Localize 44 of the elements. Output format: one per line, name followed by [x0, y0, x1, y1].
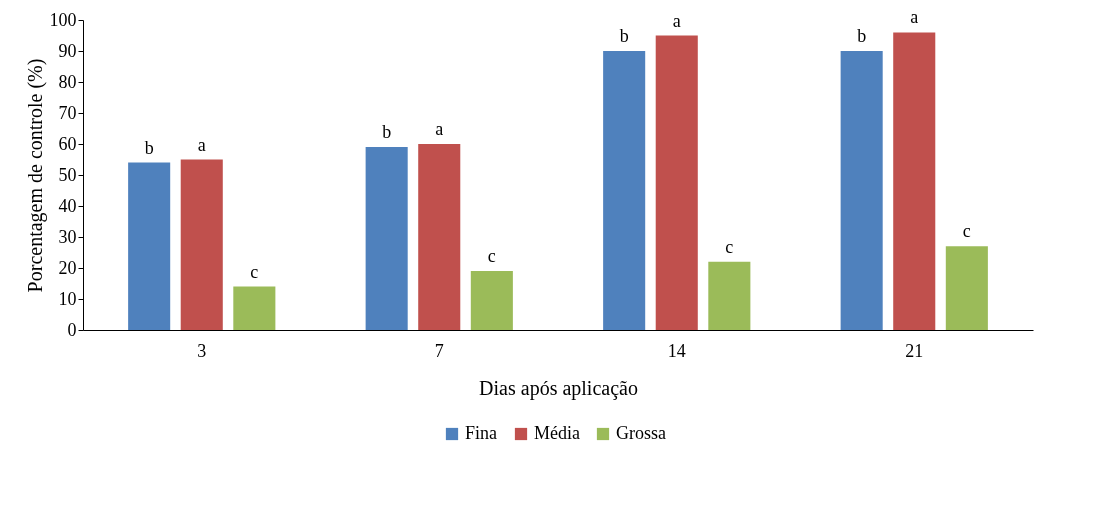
bar: [655, 35, 698, 330]
bar: [233, 286, 276, 330]
bar: [365, 147, 408, 330]
y-tick-label: 80: [58, 71, 77, 92]
legend-label: Média: [534, 423, 580, 443]
y-tick-label: 20: [58, 257, 77, 278]
y-axis-title: Porcentagem de controle (%): [23, 58, 47, 293]
bar: [180, 159, 223, 330]
x-tick-label: 14: [667, 340, 686, 361]
data-label: b: [619, 26, 629, 46]
data-label: a: [672, 10, 681, 31]
bar: [840, 51, 883, 330]
y-tick-label: 0: [67, 319, 77, 340]
bar: [418, 144, 461, 330]
x-tick-label: 7: [434, 340, 444, 361]
data-label: a: [197, 134, 206, 155]
data-label: b: [144, 137, 154, 158]
bar: [128, 162, 171, 330]
bar: [470, 271, 513, 330]
data-label: c: [250, 261, 259, 282]
x-axis-title: Dias após aplicação: [479, 376, 638, 400]
data-label: a: [435, 119, 444, 139]
x-tick-label: 3: [197, 340, 207, 361]
y-tick-label: 10: [58, 288, 77, 309]
y-tick-label: 30: [58, 226, 77, 247]
data-label: b: [382, 122, 392, 143]
bar: [893, 32, 936, 330]
legend-label: Fina: [465, 423, 498, 443]
y-tick-label: 70: [58, 102, 77, 123]
legend-label: Grossa: [616, 423, 666, 443]
y-tick-label: 100: [49, 9, 77, 30]
data-label: c: [725, 236, 734, 257]
data-label: c: [962, 221, 971, 242]
bar: [708, 261, 751, 330]
bar: [603, 51, 646, 330]
data-label: a: [910, 7, 919, 28]
y-tick-label: 60: [58, 133, 77, 154]
y-tick-label: 50: [58, 164, 77, 185]
y-tick-label: 40: [58, 195, 77, 216]
data-label: c: [487, 246, 496, 267]
y-tick-label: 90: [58, 40, 77, 61]
x-tick-label: 21: [905, 340, 924, 361]
bar: [945, 246, 988, 330]
data-label: b: [857, 26, 867, 46]
